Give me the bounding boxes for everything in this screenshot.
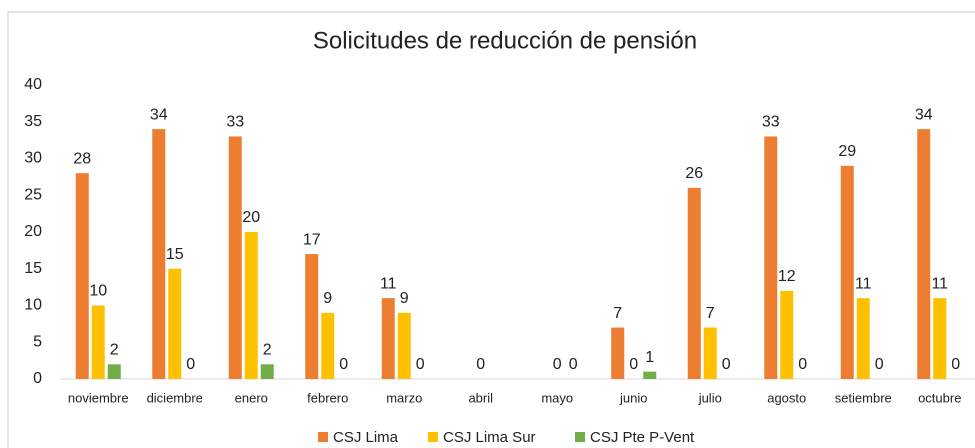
data-label: 29 — [838, 143, 856, 160]
bar — [703, 327, 717, 379]
y-tick-label: 20 — [24, 223, 42, 240]
legend-swatch — [428, 432, 438, 442]
data-label: 0 — [722, 356, 731, 373]
data-label: 0 — [569, 356, 578, 373]
data-label: 0 — [476, 356, 485, 373]
data-label: 11 — [855, 275, 872, 292]
legend-label: CSJ Lima Sur — [443, 429, 536, 446]
legend-swatch — [575, 432, 585, 442]
data-label: 34 — [150, 106, 168, 123]
y-tick-label: 40 — [24, 76, 42, 93]
bar — [91, 305, 105, 379]
data-label: 28 — [73, 150, 91, 167]
data-label: 0 — [798, 356, 807, 373]
data-label: 2 — [110, 342, 119, 359]
data-label: 33 — [762, 114, 780, 131]
bar — [856, 298, 870, 379]
x-tick-label: setiembre — [835, 390, 892, 405]
bar — [933, 298, 947, 379]
data-label: 11 — [380, 275, 397, 292]
y-tick-label: 25 — [24, 186, 42, 203]
data-label: 10 — [89, 283, 107, 300]
bar — [780, 290, 794, 379]
chart-title: Solicitudes de reducción de pensión — [313, 27, 697, 54]
bar — [643, 371, 657, 379]
y-tick-label: 5 — [33, 333, 42, 350]
x-tick-label: mayo — [541, 390, 573, 405]
x-tick-label: octubre — [918, 390, 961, 405]
x-tick-label: julio — [698, 390, 722, 405]
x-tick-label: junio — [619, 390, 647, 405]
bar — [228, 136, 242, 379]
bar — [152, 129, 166, 379]
bar — [107, 364, 121, 379]
bar — [260, 364, 274, 379]
data-label: 33 — [226, 114, 244, 131]
bar — [611, 327, 625, 379]
data-label: 0 — [951, 356, 960, 373]
bar — [764, 136, 778, 379]
bar — [840, 165, 854, 379]
data-label: 9 — [323, 290, 332, 307]
x-tick-label: febrero — [307, 390, 348, 405]
bar — [244, 232, 258, 379]
data-label: 26 — [685, 165, 703, 182]
bar — [917, 129, 931, 379]
bar — [397, 312, 411, 379]
x-tick-label: abril — [468, 390, 493, 405]
bar — [321, 312, 335, 379]
data-label: 7 — [706, 305, 715, 322]
data-label: 0 — [339, 356, 348, 373]
bar — [168, 268, 182, 379]
data-label: 11 — [931, 275, 948, 292]
legend-swatch — [318, 432, 328, 442]
data-label: 34 — [915, 106, 933, 123]
data-label: 7 — [613, 305, 622, 322]
data-label: 15 — [166, 246, 184, 263]
y-tick-label: 30 — [24, 150, 42, 167]
bar — [381, 298, 395, 379]
bar — [687, 187, 701, 379]
x-tick-label: marzo — [386, 390, 422, 405]
data-label: 17 — [303, 231, 321, 248]
x-tick-label: agosto — [767, 390, 806, 405]
y-tick-label: 35 — [24, 113, 42, 130]
data-label: 0 — [875, 356, 884, 373]
data-label: 0 — [629, 356, 638, 373]
data-label: 20 — [242, 209, 260, 226]
legend-label: CSJ Lima — [333, 429, 399, 446]
legend-label: CSJ Pte P-Vent — [590, 429, 695, 446]
bar — [75, 173, 89, 379]
x-tick-label: diciembre — [147, 390, 203, 405]
y-tick-label: 0 — [33, 370, 42, 387]
data-label: 12 — [778, 268, 796, 285]
data-label: 9 — [400, 290, 409, 307]
x-tick-label: enero — [235, 390, 268, 405]
y-tick-label: 10 — [24, 297, 42, 314]
bar — [305, 254, 319, 379]
data-label: 0 — [553, 356, 562, 373]
data-label: 0 — [186, 356, 195, 373]
x-tick-label: noviembre — [68, 390, 129, 405]
data-label: 2 — [263, 342, 272, 359]
data-label: 0 — [416, 356, 425, 373]
y-tick-label: 15 — [24, 260, 42, 277]
data-label: 1 — [645, 349, 654, 366]
